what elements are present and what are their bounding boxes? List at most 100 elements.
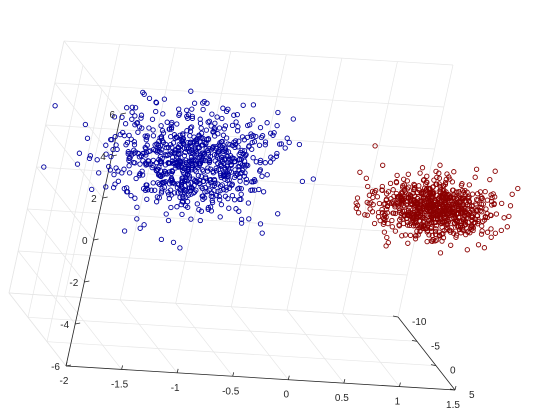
series-2-point [446, 192, 453, 198]
series-2-point [380, 162, 386, 168]
series-1-point [231, 159, 237, 165]
series-2-point [433, 219, 439, 225]
series-1-point [195, 172, 202, 179]
series-2-point [428, 201, 434, 207]
series-1-point [171, 149, 178, 156]
series-1-point [274, 122, 280, 129]
series-1-point [133, 175, 139, 182]
series-1-point [233, 206, 239, 212]
y-tick-label: -5 [431, 341, 440, 352]
x-tick-label: 0 [284, 390, 290, 401]
series-1-point [110, 184, 117, 191]
series-1-point [274, 150, 280, 157]
series-1-point [158, 135, 165, 141]
series-1-point [159, 127, 166, 134]
series-1-point [189, 106, 195, 112]
grid-line [175, 303, 233, 377]
series-2-point [432, 238, 438, 244]
series-1-point [257, 159, 263, 166]
series-1-point [229, 122, 236, 129]
series-2-point [429, 194, 435, 200]
series-1-point [41, 164, 47, 170]
series-1-point [138, 112, 145, 118]
series-1-point [125, 151, 131, 157]
grid-line [63, 40, 122, 115]
series-1-point [159, 188, 165, 194]
series-1-point [108, 136, 114, 143]
series-1-point [178, 181, 185, 188]
series-1-point [121, 228, 128, 234]
x-tick-label: -0.5 [222, 386, 240, 397]
series-1-point [132, 113, 138, 119]
series-2-point [449, 198, 455, 204]
series-1-point [229, 192, 236, 199]
series-2-point [463, 231, 469, 238]
series-1-point [180, 140, 186, 146]
series-2-point [506, 213, 512, 220]
series-1-point [170, 154, 176, 161]
series-1-point [192, 147, 199, 153]
series-1-point [184, 198, 191, 205]
series-2-point [379, 183, 385, 190]
series-1-point [197, 180, 203, 187]
series-1-point [96, 170, 102, 176]
series-1-point [236, 196, 243, 203]
series-1-point [144, 196, 150, 202]
series-2-point [487, 176, 493, 183]
series-2-point [357, 169, 363, 175]
series-1-point [185, 112, 192, 118]
series-1-point [216, 147, 222, 153]
series-1-point [226, 205, 232, 211]
series-2-point [473, 166, 480, 172]
series-1-point [224, 184, 230, 191]
series-1-point [214, 114, 220, 120]
series-2-point [473, 196, 480, 203]
series-2-point [437, 162, 443, 168]
series-1-point [143, 162, 149, 168]
series-2-point [414, 207, 420, 213]
series-1-point [174, 204, 180, 210]
series-2-point [443, 211, 450, 218]
series-1-point [207, 153, 214, 160]
x-tick-mark [176, 368, 179, 373]
y-tick-mark [392, 315, 399, 318]
series-1-point [193, 161, 199, 167]
series-1-point [180, 178, 186, 185]
series-1-point [206, 177, 213, 183]
series-1-point [197, 178, 203, 184]
series-2-point [507, 203, 514, 209]
x-tick-label: -1.5 [111, 379, 129, 390]
series-1-point [236, 157, 242, 163]
series-1-point [196, 132, 202, 138]
series-1-point [199, 185, 206, 192]
series-1-point [211, 127, 218, 133]
series-1-point [188, 184, 195, 191]
z-tick-mark [102, 196, 108, 199]
series-1-point [205, 205, 211, 211]
series-2-point [473, 207, 480, 214]
series-1-point [143, 182, 149, 188]
grid-line [27, 208, 417, 234]
series-2-point [379, 187, 385, 193]
series-1-point [132, 105, 139, 111]
series-1-point [212, 180, 218, 186]
series-1-point [111, 114, 118, 120]
series-2-point [439, 207, 445, 213]
series-1-point [206, 159, 213, 166]
series-1-point [246, 216, 252, 222]
series-1-point [245, 122, 251, 129]
grid-line [27, 316, 418, 342]
series-2-point [369, 188, 376, 195]
series-1-point [196, 162, 203, 168]
series-1-point [177, 245, 183, 251]
series-1-point [217, 197, 223, 203]
series-1-point [239, 169, 245, 176]
grid-line [119, 299, 178, 374]
series-2-point [362, 212, 368, 218]
series-2-point [509, 191, 515, 197]
series-1-point [259, 230, 265, 236]
series-1-point [200, 157, 206, 164]
series-2-point [440, 183, 446, 189]
series-1-point [251, 187, 258, 193]
series-1-point [150, 127, 156, 133]
